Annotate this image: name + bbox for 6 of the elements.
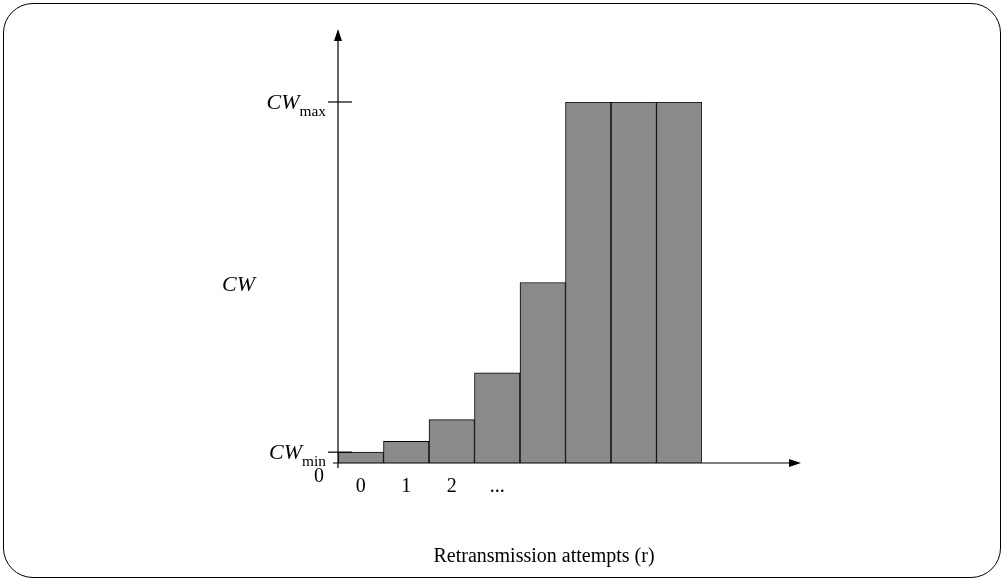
x-axis-title: Retransmission attempts (r): [433, 544, 655, 567]
x-tick-label: ...: [489, 474, 505, 497]
x-tick-label: 0: [355, 474, 366, 497]
x-tick-label: 1: [401, 474, 412, 497]
x-tick-label: 2: [446, 474, 457, 497]
y-axis-title: CW: [222, 270, 257, 296]
